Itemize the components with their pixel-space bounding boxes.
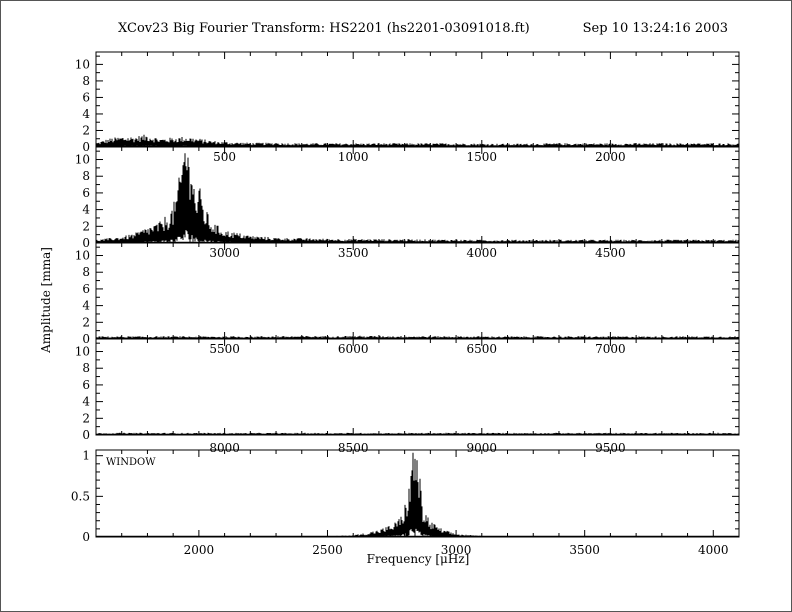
series-trace xyxy=(304,452,507,537)
y-tick-label: 4 xyxy=(82,299,90,313)
panel-frame xyxy=(95,242,740,340)
x-tick-label: 9000 xyxy=(467,441,498,455)
x-axis-label: Frequency [μHz] xyxy=(367,552,470,566)
y-tick-label: 6 xyxy=(82,282,90,296)
x-tick-label: 6500 xyxy=(467,342,498,356)
y-tick-label: 0 xyxy=(82,428,90,442)
panel-frame xyxy=(95,51,740,148)
x-tick-label: 3000 xyxy=(209,246,240,260)
x-tick-label: 9500 xyxy=(595,441,626,455)
x-tick-label: 2000 xyxy=(184,543,215,557)
y-tick-label: 0 xyxy=(82,530,90,544)
y-tick-label: 2 xyxy=(82,411,90,425)
figure-timestamp: Sep 10 13:24:16 2003 xyxy=(583,21,728,36)
y-tick-label: 2 xyxy=(82,315,90,329)
y-tick-label: 0 xyxy=(82,140,90,154)
y-tick-label: 6 xyxy=(82,90,90,104)
y-tick-label: 6 xyxy=(82,378,90,392)
x-tick-label: 1500 xyxy=(467,150,498,164)
x-tick-label: 6000 xyxy=(338,342,369,356)
x-tick-label: 8500 xyxy=(338,441,369,455)
y-tick-label: 10 xyxy=(75,57,90,71)
y-tick-label: 6 xyxy=(82,186,90,200)
y-tick-label: 4 xyxy=(82,107,90,121)
y-tick-label: 2 xyxy=(82,219,90,233)
series-trace xyxy=(96,153,739,243)
series-trace xyxy=(96,134,739,147)
y-tick-label: 4 xyxy=(82,395,90,409)
x-tick-label: 1000 xyxy=(338,150,369,164)
y-tick-label: 2 xyxy=(82,123,90,137)
y-axis-label: Amplitude [mma] xyxy=(39,247,53,354)
y-tick-label: 8 xyxy=(82,361,90,375)
window-label: WINDOW xyxy=(106,457,156,468)
x-tick-label: 4000 xyxy=(698,543,729,557)
x-tick-label: 4500 xyxy=(595,246,626,260)
y-tick-label: 1 xyxy=(82,449,90,463)
y-tick-label: 10 xyxy=(75,345,90,359)
x-tick-label: 8000 xyxy=(209,441,240,455)
x-tick-label: 2000 xyxy=(595,150,626,164)
x-tick-label: 4000 xyxy=(467,246,498,260)
x-tick-label: 500 xyxy=(213,150,236,164)
figure-title: XCov23 Big Fourier Transform: HS2201 (hs… xyxy=(118,21,530,36)
y-tick-label: 10 xyxy=(75,249,90,263)
y-tick-label: 0 xyxy=(82,236,90,250)
x-tick-label: 2500 xyxy=(312,543,343,557)
y-tick-label: 4 xyxy=(82,203,90,217)
x-tick-label: 3500 xyxy=(569,543,600,557)
x-tick-label: 3500 xyxy=(338,246,369,260)
x-tick-label: 7000 xyxy=(595,342,626,356)
y-tick-label: 8 xyxy=(82,74,90,88)
y-tick-label: 0 xyxy=(82,332,90,346)
x-tick-label: 5500 xyxy=(209,342,240,356)
y-tick-label: 8 xyxy=(82,169,90,183)
panel-ft-row-4: 0 2 4 6 8 10 8000 8500 9000 9500 xyxy=(75,338,740,455)
y-tick-label: 0.5 xyxy=(71,489,90,503)
panel-window: 0 0.5 1 2000 2500 3000 3500 4000 WINDOW xyxy=(71,449,740,557)
y-tick-label: 8 xyxy=(82,265,90,279)
panel-frame xyxy=(95,338,740,436)
x-tick-label: 3000 xyxy=(441,543,472,557)
y-tick-label: 10 xyxy=(75,153,90,167)
